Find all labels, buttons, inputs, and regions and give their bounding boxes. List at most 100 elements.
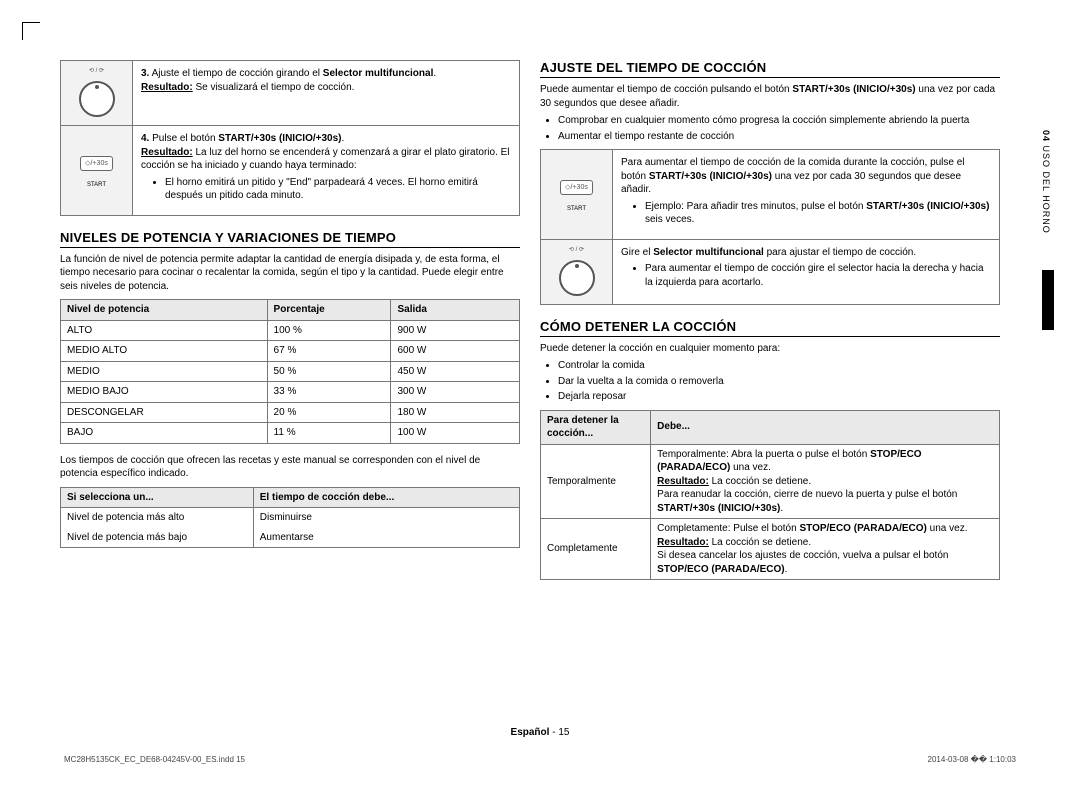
sr2-t1: Completamente: Pulse el botón bbox=[657, 523, 799, 534]
side-tab-section: 04 bbox=[1041, 130, 1051, 142]
power-r0c3: 900 W bbox=[391, 320, 520, 341]
start-btn-label: START bbox=[567, 206, 586, 212]
adj2-b1: Selector multifuncional bbox=[653, 247, 764, 258]
sr1-res: La cocción se detiene. bbox=[709, 476, 811, 487]
power-r0c2: 100 % bbox=[267, 320, 391, 341]
step3-text-cell: 3. Ajuste el tiempo de cocción girando e… bbox=[133, 61, 520, 126]
power-r5c2: 11 % bbox=[267, 423, 391, 444]
adj-step2-text: Gire el Selector multifuncional para aju… bbox=[613, 239, 1000, 304]
power-r1c1: MEDIO ALTO bbox=[61, 341, 268, 362]
sr1-rl: Resultado: bbox=[657, 476, 709, 487]
list-item: Para aumentar el tiempo de cocción gire … bbox=[645, 262, 991, 289]
sr2-res: La cocción se detiene. bbox=[709, 537, 811, 548]
adjust-bullets: Comprobar en cualquier momento cómo prog… bbox=[540, 114, 1000, 143]
power-th-3: Salida bbox=[391, 300, 520, 321]
table-row: MEDIO50 %450 W bbox=[61, 361, 520, 382]
power-r1c3: 600 W bbox=[391, 341, 520, 362]
stop-r2c2: Completamente: Pulse el botón STOP/ECO (… bbox=[651, 519, 1000, 580]
page-footer: Español - 15 bbox=[0, 727, 1080, 738]
step4-bold: START/+30s (INICIO/+30s) bbox=[218, 133, 341, 144]
table-row: Nivel de potencia más bajo Aumentarse bbox=[61, 528, 520, 548]
step3-num: 3. bbox=[141, 68, 149, 79]
adj-step1-text: Para aumentar el tiempo de cocción de la… bbox=[613, 150, 1000, 240]
adj-r0c1: Nivel de potencia más alto bbox=[61, 508, 254, 528]
table-row: BAJO11 %100 W bbox=[61, 423, 520, 444]
time-adj-table: Si selecciona un... El tiempo de cocción… bbox=[60, 487, 520, 549]
power-r4c2: 20 % bbox=[267, 402, 391, 423]
dial-icon bbox=[79, 81, 115, 117]
step3-res-label: Resultado: bbox=[141, 82, 193, 93]
start-btn-icon: ◇/+30s bbox=[560, 180, 593, 195]
dial-top-label: ⟲ / ⟳ bbox=[549, 246, 604, 254]
adj2-t1: Gire el bbox=[621, 247, 653, 258]
adj-th-1: Si selecciona un... bbox=[61, 487, 254, 508]
list-item: Ejemplo: Para añadir tres minutos, pulse… bbox=[645, 200, 991, 227]
table-row: MEDIO BAJO33 %300 W bbox=[61, 382, 520, 403]
sr1-t4: . bbox=[780, 503, 783, 514]
adj-r1c2: Aumentarse bbox=[253, 528, 519, 548]
power-r3c2: 33 % bbox=[267, 382, 391, 403]
list-item: Aumentar el tiempo restante de cocción bbox=[558, 130, 1000, 144]
power-table: Nivel de potencia Porcentaje Salida ALTO… bbox=[60, 299, 520, 444]
table-row: DESCONGELAR20 %180 W bbox=[61, 402, 520, 423]
page-content: ⟲ / ⟳ 3. Ajuste el tiempo de cocción gir… bbox=[60, 60, 1020, 720]
dial-top-label: ⟲ / ⟳ bbox=[69, 67, 124, 75]
step3-res-text: Se visualizará el tiempo de cocción. bbox=[193, 82, 355, 93]
sr2-rl: Resultado: bbox=[657, 537, 709, 548]
list-item: Dejarla reposar bbox=[558, 390, 1000, 404]
power-r3c1: MEDIO BAJO bbox=[61, 382, 268, 403]
power-th-2: Porcentaje bbox=[267, 300, 391, 321]
step3-text: Ajuste el tiempo de cocción girando el bbox=[152, 68, 323, 79]
right-steps-table: ◇/+30s START Para aumentar el tiempo de … bbox=[540, 149, 1000, 305]
stop-r1c1: Temporalmente bbox=[541, 444, 651, 519]
stop-intro: Puede detener la cocción en cualquier mo… bbox=[540, 342, 1000, 356]
list-item: Dar la vuelta a la comida o removerla bbox=[558, 375, 1000, 389]
table-row: Temporalmente Temporalmente: Abra la pue… bbox=[541, 444, 1000, 519]
adj1-ex: Ejemplo: Para añadir tres minutos, pulse… bbox=[645, 201, 866, 212]
adj2-t2: para ajustar el tiempo de cocción. bbox=[764, 247, 916, 258]
left-steps-table: ⟲ / ⟳ 3. Ajuste el tiempo de cocción gir… bbox=[60, 60, 520, 216]
sr2-b1: STOP/ECO (PARADA/ECO) bbox=[799, 523, 926, 534]
power-r2c1: MEDIO bbox=[61, 361, 268, 382]
sr1-t1: Temporalmente: Abra la puerta o pulse el… bbox=[657, 449, 870, 460]
step4-sub1: El horno emitirá un pitido y "End" parpa… bbox=[165, 176, 511, 203]
list-item: Comprobar en cualquier momento cómo prog… bbox=[558, 114, 1000, 128]
heading-stop-cooking: CÓMO DETENER LA COCCIÓN bbox=[540, 319, 1000, 337]
adjust-intro-bold: START/+30s (INICIO/+30s) bbox=[792, 84, 915, 95]
side-tab: 04 USO DEL HORNO bbox=[1039, 130, 1053, 234]
adj1-b1: START/+30s (INICIO/+30s) bbox=[649, 171, 772, 182]
sr2-t2: una vez. bbox=[927, 523, 968, 534]
step4-icon-cell: ◇/+30s START bbox=[61, 126, 133, 216]
list-item: Controlar la comida bbox=[558, 359, 1000, 373]
adjust-intro-1: Puede aumentar el tiempo de cocción puls… bbox=[540, 84, 792, 95]
stop-r2c1: Completamente bbox=[541, 519, 651, 580]
print-file: MC28H5135CK_EC_DE68-04245V-00_ES.indd 15 bbox=[64, 755, 245, 764]
crop-mark bbox=[22, 22, 40, 40]
adj-step1-icon: ◇/+30s START bbox=[541, 150, 613, 240]
table-row: ALTO100 %900 W bbox=[61, 320, 520, 341]
sr1-t2: una vez. bbox=[730, 462, 771, 473]
adjust-intro: Puede aumentar el tiempo de cocción puls… bbox=[540, 83, 1000, 110]
step3-bold: Selector multifuncional bbox=[323, 68, 434, 79]
heading-power-levels: NIVELES DE POTENCIA Y VARIACIONES DE TIE… bbox=[60, 230, 520, 248]
side-black-bar bbox=[1042, 270, 1054, 330]
stop-th-2: Debe... bbox=[651, 410, 1000, 444]
power-r2c3: 450 W bbox=[391, 361, 520, 382]
adj1-b2: START/+30s (INICIO/+30s) bbox=[866, 201, 989, 212]
power-r0c1: ALTO bbox=[61, 320, 268, 341]
heading-adjust-time: AJUSTE DEL TIEMPO DE COCCIÓN bbox=[540, 60, 1000, 78]
power-r5c3: 100 W bbox=[391, 423, 520, 444]
right-column: AJUSTE DEL TIEMPO DE COCCIÓN Puede aumen… bbox=[540, 60, 1000, 590]
power-note: Los tiempos de cocción que ofrecen las r… bbox=[60, 454, 520, 481]
step4-res-text: La luz del horno se encenderá y comenzar… bbox=[141, 147, 510, 172]
left-column: ⟲ / ⟳ 3. Ajuste el tiempo de cocción gir… bbox=[60, 60, 520, 590]
side-tab-title: USO DEL HORNO bbox=[1041, 146, 1051, 234]
table-row: Nivel de potencia más alto Disminuirse bbox=[61, 508, 520, 528]
print-date: 2014-03-08 �� 1:10:03 bbox=[928, 755, 1016, 764]
start-btn-label: START bbox=[87, 182, 106, 188]
print-info: MC28H5135CK_EC_DE68-04245V-00_ES.indd 15… bbox=[64, 755, 1016, 764]
footer-lang: Español bbox=[511, 727, 550, 738]
power-r4c3: 180 W bbox=[391, 402, 520, 423]
sr2-t4: . bbox=[785, 564, 788, 575]
sr1-b2: START/+30s (INICIO/+30s) bbox=[657, 503, 780, 514]
